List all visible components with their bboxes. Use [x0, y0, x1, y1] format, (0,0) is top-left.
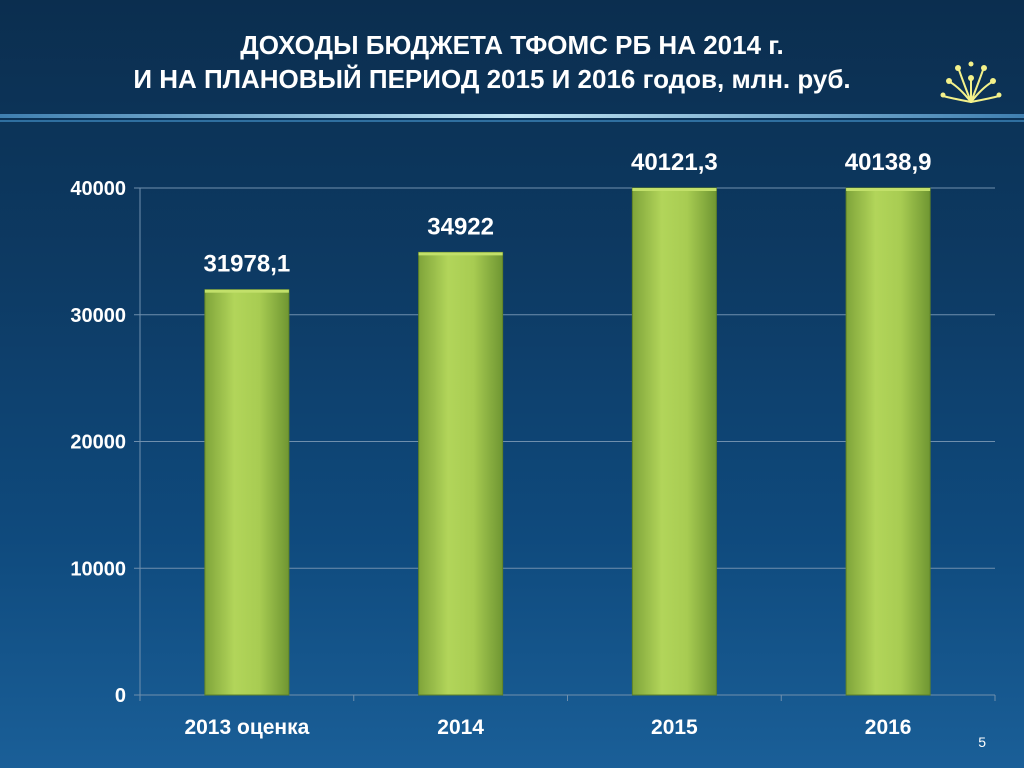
bar-top-highlight [846, 188, 931, 191]
bar-top-highlight [204, 289, 289, 293]
tick-labels: 0 10000 20000 30000 40000 2013 оценка 2014 2015… [70, 178, 911, 739]
revenue-bar-chart: 31978,1 34922 40121,3 40138,9 0 10000 20000 30… [70, 149, 996, 739]
header-divider [0, 114, 1024, 122]
y-tick-label: 20000 [70, 432, 126, 454]
data-label: 40138,9 [845, 149, 932, 176]
bar [631, 187, 717, 696]
y-tick-label: 10000 [70, 558, 126, 580]
data-label: 34922 [427, 213, 494, 240]
data-labels: 31978,1 34922 40121,3 40138,9 [203, 149, 931, 278]
slide-title-line-1: ДОХОДЫ БЮДЖЕТА ТФОМС РБ НА 2014 г. [240, 30, 784, 60]
slide-header: ДОХОДЫ БЮДЖЕТА ТФОМС РБ НА 2014 г. И НА … [0, 0, 1024, 118]
data-label: 40121,3 [631, 149, 718, 176]
bar [418, 251, 504, 696]
x-category-label: 2013 оценка [184, 716, 309, 739]
x-category-label: 2014 [437, 716, 484, 739]
slide-title-line-2: И НА ПЛАНОВЫЙ ПЕРИОД 2015 И 2016 годов, … [133, 64, 851, 94]
y-tick-label: 0 [115, 685, 126, 707]
kurai-flower-icon [940, 61, 1002, 103]
bar [204, 289, 290, 696]
bar-top-highlight [418, 252, 503, 256]
bar [845, 187, 931, 696]
page-number: 5 [978, 734, 986, 750]
data-label: 31978,1 [203, 251, 290, 278]
bar-top-highlight [632, 188, 717, 191]
y-tick-label: 40000 [70, 178, 126, 200]
bars [204, 187, 931, 696]
x-category-label: 2016 [865, 716, 912, 739]
x-category-label: 2015 [651, 716, 698, 739]
y-tick-label: 30000 [70, 305, 126, 327]
